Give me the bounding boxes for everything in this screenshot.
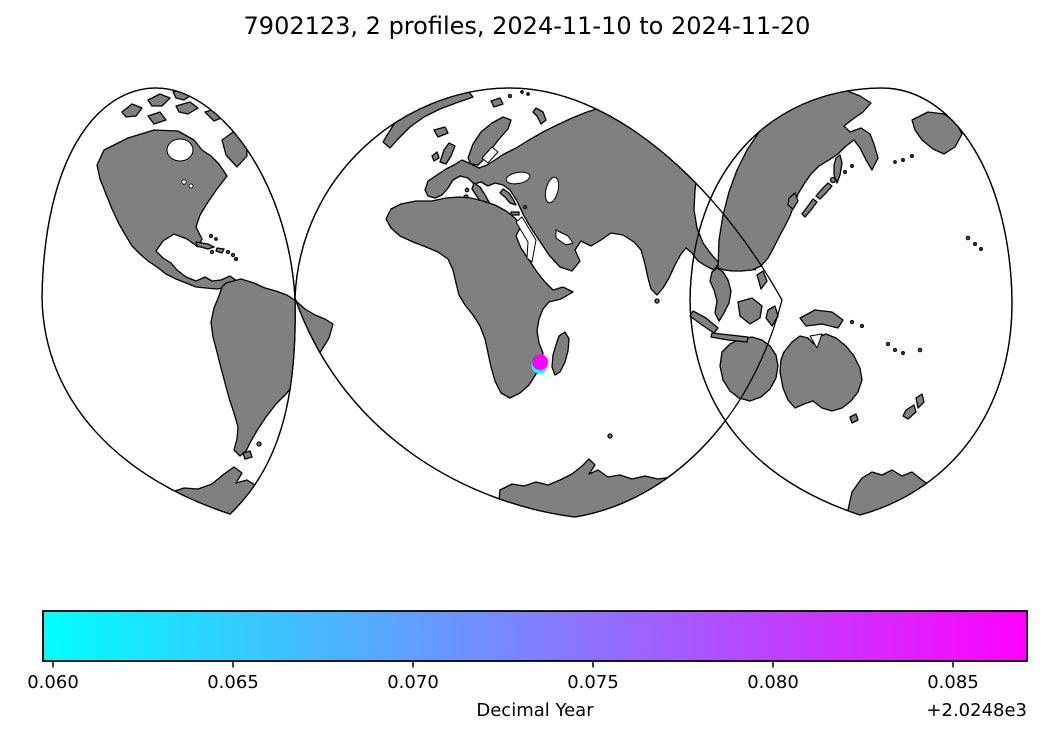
scandinavia bbox=[467, 116, 512, 166]
colorbar-tick-label-4: 0.080 bbox=[747, 672, 799, 693]
fiji bbox=[917, 347, 923, 353]
inland-waters bbox=[166, 138, 823, 349]
colorbar-tick-label-5: 0.085 bbox=[927, 672, 979, 693]
falkland-islands bbox=[256, 441, 262, 447]
hudson-bay bbox=[166, 138, 194, 162]
cyprus bbox=[522, 204, 528, 210]
madagascar bbox=[551, 331, 570, 376]
colorbar-axis-label: Decimal Year bbox=[476, 700, 594, 721]
sakhalin bbox=[833, 154, 843, 184]
japan bbox=[801, 164, 854, 218]
colorbar-frame bbox=[42, 610, 1028, 662]
gulf-of-carpentaria bbox=[809, 333, 823, 349]
colorbar-gradient bbox=[43, 611, 1027, 661]
colorbar-ticks bbox=[52, 661, 954, 668]
australia bbox=[779, 333, 863, 412]
korea bbox=[787, 192, 799, 210]
colorbar-offset-label: +2.0248e3 bbox=[926, 700, 1027, 721]
black-sea bbox=[505, 171, 531, 185]
profile-dot-last bbox=[532, 354, 548, 370]
red-sea bbox=[515, 216, 537, 263]
colorbar-tick-label-1: 0.065 bbox=[207, 672, 259, 693]
new-guinea bbox=[799, 309, 844, 329]
caribbean-islands bbox=[195, 233, 239, 262]
kerguelen bbox=[607, 433, 613, 439]
colorbar-tick-label-0: 0.060 bbox=[27, 672, 79, 693]
new-zealand-south bbox=[902, 404, 917, 420]
ireland bbox=[431, 151, 440, 162]
crete bbox=[510, 211, 520, 216]
persian-gulf bbox=[555, 229, 574, 246]
baltic-sea bbox=[481, 146, 499, 164]
greece bbox=[499, 188, 517, 206]
hawaii bbox=[965, 235, 971, 241]
java bbox=[710, 332, 749, 343]
tierra-del-fuego bbox=[242, 450, 253, 460]
figure-title: 7902123, 2 profiles, 2024-11-10 to 2024-… bbox=[244, 12, 811, 40]
eurasia bbox=[424, 90, 720, 296]
great-britain bbox=[439, 142, 456, 165]
alaska bbox=[911, 111, 963, 155]
indochina bbox=[709, 267, 732, 322]
borneo bbox=[737, 297, 763, 325]
sulawesi bbox=[765, 305, 779, 327]
caspian-sea bbox=[544, 176, 560, 204]
lobe-outlines bbox=[41, 87, 1013, 518]
corsica bbox=[464, 187, 470, 193]
profile-markers bbox=[531, 354, 548, 374]
north-america bbox=[96, 129, 238, 290]
new-zealand-north bbox=[915, 393, 925, 409]
africa bbox=[385, 196, 574, 399]
iceland bbox=[433, 126, 449, 138]
great-lakes bbox=[181, 179, 187, 185]
colorbar: 0.060 0.065 0.070 0.075 0.080 0.085 Deci… bbox=[27, 610, 1028, 721]
colorbar-tick-label-3: 0.075 bbox=[567, 672, 619, 693]
tasmania bbox=[849, 413, 859, 424]
hokkaido bbox=[829, 176, 837, 184]
arctic-islands-east bbox=[490, 90, 547, 125]
sri-lanka bbox=[654, 298, 660, 304]
colorbar-tick-label-2: 0.070 bbox=[387, 672, 439, 693]
landmasses bbox=[96, 87, 983, 517]
